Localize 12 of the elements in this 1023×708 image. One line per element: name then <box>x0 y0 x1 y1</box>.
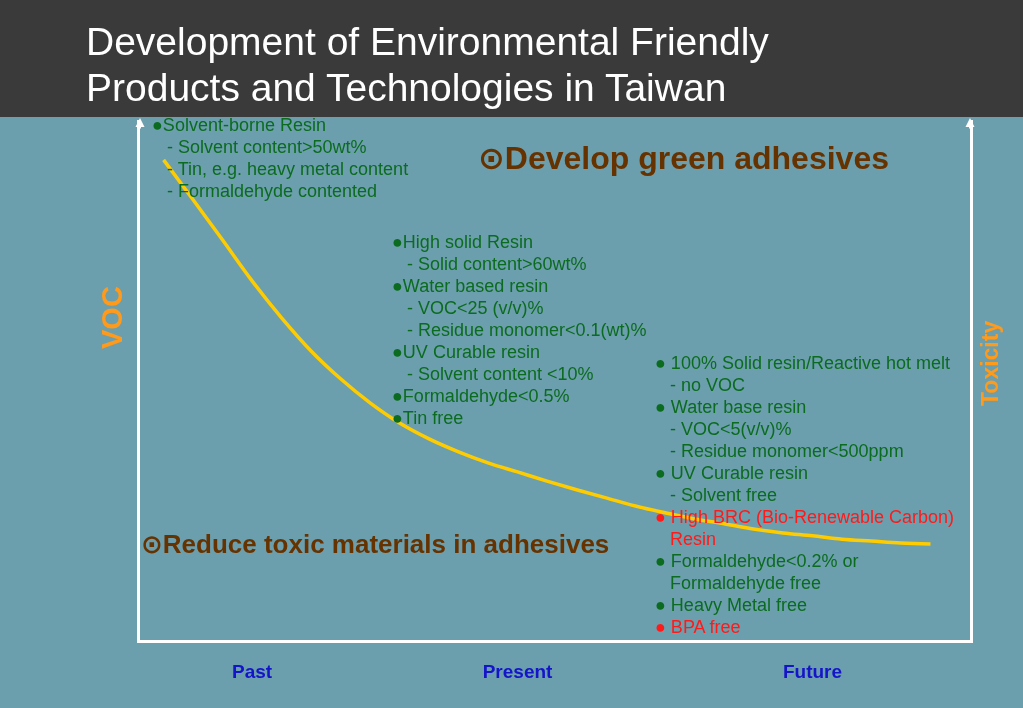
x-tick-label: Present <box>482 660 554 682</box>
annotation: ● Formaldehyde<0.2% or Formaldehyde free ● Heavy Metal free <box>655 551 859 615</box>
y2-axis-title: Toxicity <box>977 320 1003 406</box>
annotation: ⊙Reduce toxic materials in adhesives <box>141 529 610 559</box>
chart-title: Development of Environmental Friendly Products and Technologies in Taiwan <box>86 19 770 111</box>
annotation: ● 100% Solid resin/Reactive hot melt - no VOC ● Water base resin - VOC<5(v/v)% - Residue monomer<500ppm ● UV Curable resin - Solvent free <box>655 353 951 505</box>
x-tick-label: Past <box>232 660 273 682</box>
text: ●High solid Resin - Solid content>60wt% ●Water based resin - VOC<25 (v/v)% - Residue monomer<0.1(wt)% ●UV Curable resin - Solvent content <10% ●Formaldehyde<0.5% ●Tin free <box>392 232 647 428</box>
y-axis-title: VOC <box>96 286 128 349</box>
x-tick-label: Future <box>782 660 843 682</box>
annotation: ⊙Develop green adhesives <box>478 140 889 176</box>
annotation: ● BPA free <box>655 617 741 637</box>
